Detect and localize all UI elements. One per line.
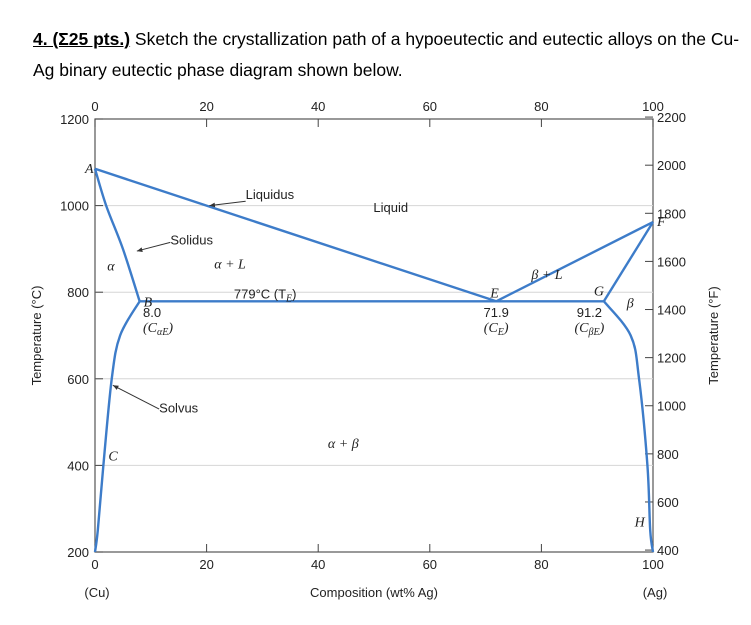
x-tick-label: 0 [91, 557, 98, 572]
y-tick-label: 600 [67, 372, 89, 387]
y-right-tick-label: 400 [657, 543, 679, 558]
solvus-arrow [112, 384, 160, 410]
point-label-e: E [489, 286, 499, 301]
y-right-tick-label: 800 [657, 447, 679, 462]
c-e-value: 71.9 [484, 305, 509, 320]
alpha-liquid-region-label: α + L [214, 257, 246, 272]
point-label-b: B [144, 295, 153, 310]
solvus-arrow-head [112, 385, 119, 390]
question-number: 4. (Σ25 pts.) [33, 29, 131, 49]
x-axis-label: Composition (wt% Ag) [310, 585, 438, 600]
point-label-h: H [634, 516, 646, 531]
point-label-a: A [84, 162, 94, 177]
y-right-tick-label: 1200 [657, 351, 686, 366]
point-label-c: C [108, 449, 118, 464]
x-tick-label: 40 [311, 557, 325, 572]
c-beta-value: 91.2 [577, 305, 602, 320]
x-endpoint-label-ag: (Ag) [643, 585, 668, 600]
x-tick-label: 20 [199, 557, 213, 572]
y-right-tick-label: 1600 [657, 254, 686, 269]
liquidus-arrow-head [209, 202, 216, 208]
y-right-tick-label: 1000 [657, 399, 686, 414]
eutectic-temperature-label: 779°C (TE) [234, 287, 297, 305]
plot-frame [94, 118, 654, 553]
point-label-g: G [594, 284, 604, 299]
c-alpha-label: (CαE) [143, 321, 173, 338]
solidus-line-ag [602, 221, 655, 302]
y-right-tick-label: 2000 [657, 158, 686, 173]
question-text: 4. (Σ25 pts.) Sketch the crystallization… [33, 24, 743, 86]
y-tick-label: 1000 [60, 199, 89, 214]
c-beta-label: (CβE) [575, 321, 605, 338]
solidus-label: Solidus [170, 233, 213, 248]
x-tick-label: 60 [423, 557, 437, 572]
c-e-label: (CE) [484, 321, 509, 338]
beta-liquid-region-label: β + L [530, 268, 562, 283]
question-body: Sketch the crystallization path of a hyp… [33, 29, 740, 80]
x-tick-label: 80 [534, 557, 548, 572]
solidus-arrow-head [136, 247, 143, 252]
y-right-tick-label: 1800 [657, 206, 686, 221]
solvus-label: Solvus [159, 401, 199, 416]
y-axis-label: Temperature (°C) [29, 286, 44, 386]
alpha-region-label: α [107, 260, 115, 275]
x-top-tick-label: 100 [642, 99, 664, 114]
solidus-arrow [136, 241, 171, 252]
x-top-tick-label: 0 [91, 99, 98, 114]
alpha-beta-region-label: α + β [328, 437, 359, 452]
y-right-tick-label: 2200 [657, 110, 686, 125]
y-right-axis-label: Temperature (°F) [706, 286, 721, 384]
y-tick-label: 800 [67, 285, 89, 300]
solvus-line-cu [93, 300, 141, 553]
liquidus-label: Liquidus [246, 187, 295, 202]
liquidus-arrow [209, 200, 246, 207]
c-alpha-value: 8.0 [143, 305, 161, 320]
y-tick-label: 400 [67, 458, 89, 473]
y-tick-label: 200 [67, 545, 89, 560]
x-endpoint-label-cu: (Cu) [84, 585, 109, 600]
x-top-tick-label: 60 [423, 99, 437, 114]
y-right-tick-label: 600 [657, 495, 679, 510]
x-top-tick-label: 80 [534, 99, 548, 114]
solvus-line-ag [602, 300, 655, 553]
point-label-f: F [656, 215, 666, 230]
solidus-line-cu [93, 168, 141, 302]
liquid-region-label: Liquid [373, 200, 408, 215]
y-right-tick-label: 1400 [657, 303, 686, 318]
x-top-tick-label: 40 [311, 99, 325, 114]
x-top-tick-label: 20 [199, 99, 213, 114]
y-tick-label: 1200 [60, 112, 89, 127]
x-tick-label: 100 [642, 557, 664, 572]
beta-region-label: β [626, 296, 634, 311]
